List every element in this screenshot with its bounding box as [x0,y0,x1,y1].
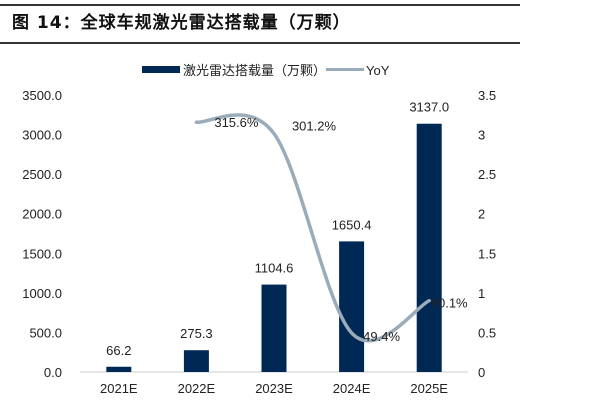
bar [416,123,442,373]
y-left-tick-label: 500.0 [29,325,62,340]
y-right-tick-label: 1.5 [478,246,496,261]
legend-swatch-line [326,68,364,71]
y-left-tick-label: 0.0 [44,365,62,380]
legend-label-line: YoY [366,63,390,78]
bar-data-label: 1650.4 [332,217,372,232]
bar-data-label: 3137.0 [409,100,449,115]
yoy-data-label: 301.2% [292,119,337,134]
bar [106,366,132,372]
x-tick-label: 2023E [255,381,293,396]
title-rule-bottom [0,42,520,44]
y-left-tick-label: 2000.0 [22,207,62,222]
x-tick-label: 2022E [178,381,216,396]
bar [261,284,287,372]
x-tick-label: 2021E [100,381,138,396]
bar-data-label: 1104.6 [255,261,294,276]
bar [183,350,209,372]
y-left-tick-label: 3000.0 [22,128,62,143]
y-right-tick-label: 0.5 [478,325,496,340]
y-right-tick-label: 2.5 [478,167,496,182]
bar [339,241,365,372]
bar-data-label: 275.3 [180,326,213,341]
yoy-data-label: 315.6% [214,115,259,130]
y-left-tick-label: 2500.0 [22,167,62,182]
y-right-tick-label: 1 [478,286,485,301]
title-rule-top [0,4,520,6]
legend-label-bar: 激光雷达搭载量（万颗） [183,63,326,78]
x-tick-label: 2024E [333,381,371,396]
y-right-tick-label: 3 [478,128,485,143]
y-left-tick-label: 1000.0 [22,286,62,301]
y-right-tick-label: 3.5 [478,88,496,103]
yoy-data-label: 90.1% [431,296,468,311]
yoy-line [194,113,431,343]
x-tick-label: 2025E [410,381,448,396]
yoy-data-label: 49.4% [363,329,400,344]
legend-swatch-bar [142,66,180,73]
y-right-tick-label: 0 [478,365,485,380]
bar-data-label: 66.2 [106,343,131,358]
y-left-tick-label: 3500.0 [22,88,62,103]
y-left-tick-label: 1500.0 [22,246,62,261]
chart-title: 图 14：全球车规激光雷达搭载量（万颗） [12,13,351,33]
legend: 激光雷达搭载量（万颗） YoY [142,63,390,78]
y-right-tick-label: 2 [478,207,485,222]
